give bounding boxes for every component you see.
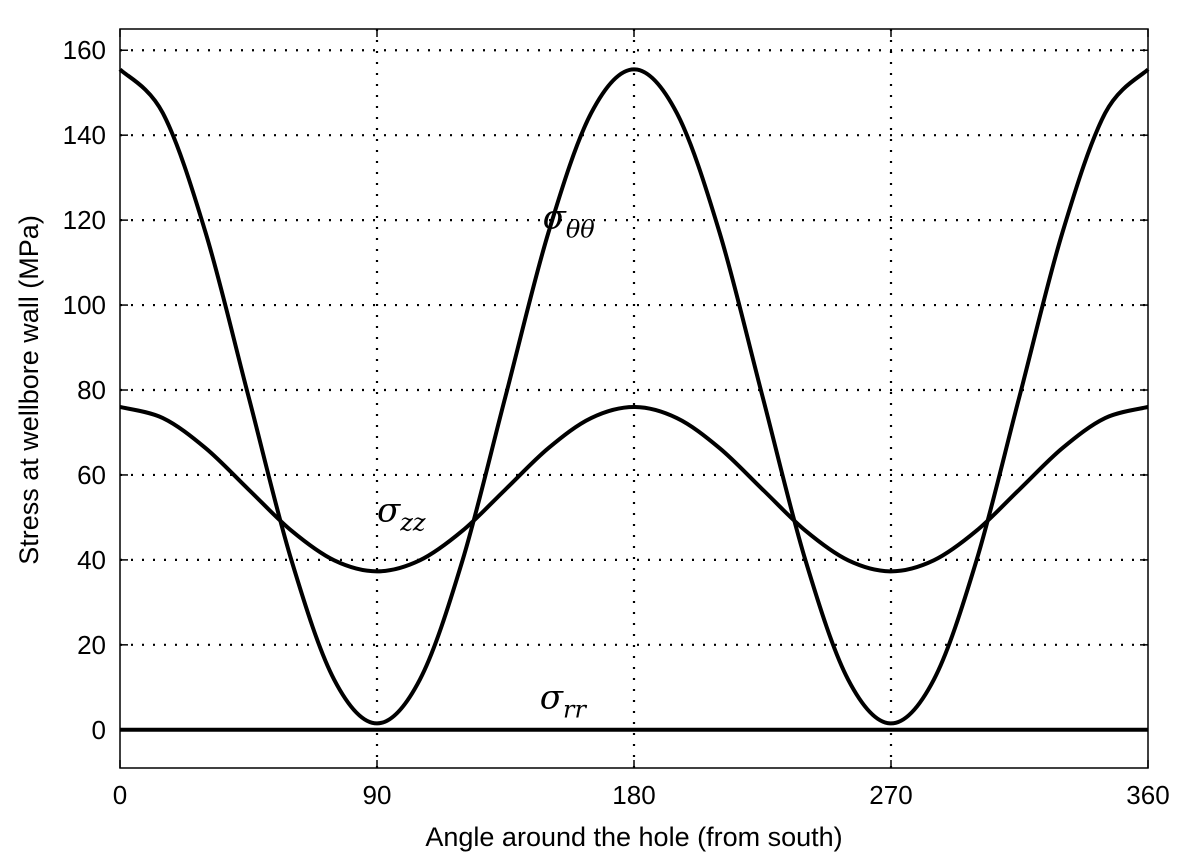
series-line-0: [118, 67, 1150, 726]
y-tick-label: 0: [92, 715, 106, 745]
y-tick-label: 100: [63, 290, 106, 320]
y-axis-label: Stress at wellbore wall (MPa): [14, 215, 44, 565]
y-tick-label: 20: [77, 630, 106, 660]
y-tick-label: 80: [77, 375, 106, 405]
y-tick-label: 120: [63, 205, 106, 235]
x-tick-label: 90: [363, 780, 392, 810]
x-tick-label: 270: [869, 780, 912, 810]
y-tick-label: 140: [63, 120, 106, 150]
grid: [120, 29, 1148, 768]
y-tick-label: 160: [63, 35, 106, 65]
series-label-subscript: rr: [563, 696, 587, 724]
series-label-subscript: θθ: [566, 216, 595, 244]
x-tick-label: 0: [113, 780, 127, 810]
y-tick-label: 60: [77, 460, 106, 490]
series-label-symbol: σ: [377, 491, 401, 531]
series-line-1: [119, 404, 1149, 574]
x-axis-label: Angle around the hole (from south): [425, 822, 842, 852]
y-tick-label: 40: [77, 545, 106, 575]
series-lines: [118, 67, 1150, 732]
y-tick-labels: 0 20 40 60 80 100 120 140 160: [63, 35, 106, 745]
x-tick-labels: 0 90 180 270 360: [113, 780, 1170, 810]
series-label-1: σzz: [377, 491, 426, 537]
series-label-symbol: σ: [540, 678, 564, 718]
series-label-0: σθθ: [543, 198, 596, 244]
series-label-2: σrr: [540, 678, 588, 724]
x-tick-label: 360: [1126, 780, 1169, 810]
series-label-symbol: σ: [543, 198, 567, 238]
series-label-subscript: zz: [399, 509, 426, 537]
x-tick-label: 180: [612, 780, 655, 810]
